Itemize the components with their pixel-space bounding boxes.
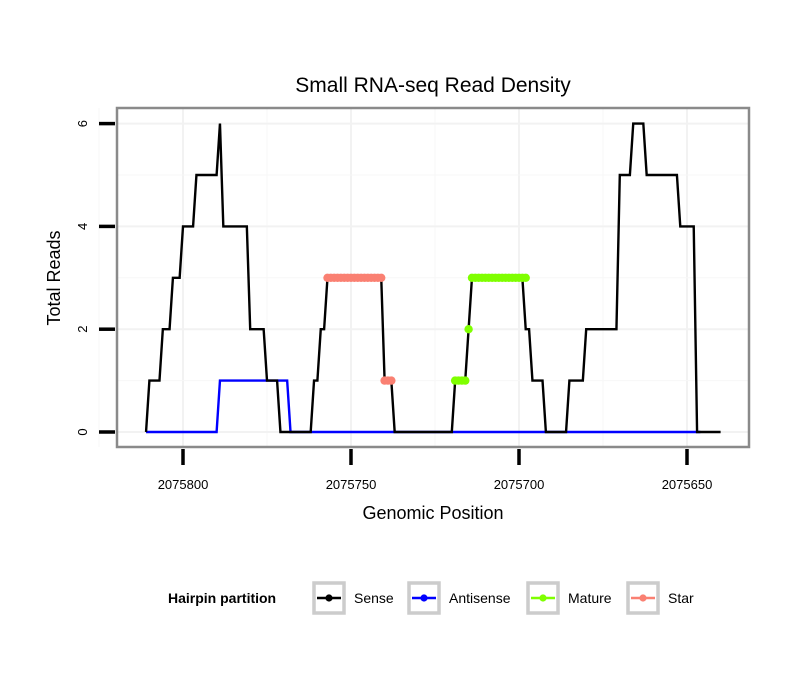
legend-label: Mature — [568, 590, 612, 606]
legend-label: Sense — [354, 590, 394, 606]
panel-border — [115, 106, 751, 449]
legend-entry-mature: Mature — [526, 581, 612, 615]
x-axis-title: Genomic Position — [362, 503, 503, 523]
legend-entry-antisense: Antisense — [407, 581, 511, 615]
y-ticks: 0 2 4 6 — [75, 120, 115, 436]
y-axis: 0 2 4 6 Total Reads — [44, 120, 115, 436]
x-tick-label: 2075700 — [494, 477, 545, 492]
y-tick-label: 6 — [75, 120, 90, 127]
data-point-star — [387, 376, 396, 385]
x-tick-label: 2075750 — [326, 477, 377, 492]
legend-key-point — [325, 594, 333, 602]
x-axis: 2075800 2075750 2075700 2075650 Genomic Pos… — [158, 449, 713, 523]
legend-key-point — [420, 594, 428, 602]
y-tick-label: 2 — [75, 326, 90, 333]
y-tick-label: 4 — [75, 223, 90, 230]
legend-entries: Sense Antisense Mature Star — [312, 581, 694, 615]
data-point-mature — [521, 273, 530, 282]
y-axis-title: Total Reads — [44, 230, 64, 325]
legend-title: Hairpin partition — [168, 590, 276, 606]
data-point-star — [377, 273, 386, 282]
legend-label: Star — [668, 590, 694, 606]
legend-entry-sense: Sense — [312, 581, 394, 615]
x-tick-label: 2075800 — [158, 477, 209, 492]
legend-label: Antisense — [449, 590, 511, 606]
legend-key-point — [639, 594, 647, 602]
data-point-mature — [461, 376, 470, 385]
x-tick-label: 2075650 — [662, 477, 713, 492]
data-point-mature — [464, 325, 473, 334]
series-points — [323, 273, 530, 385]
series-line-sense — [144, 122, 721, 434]
y-tick-label: 0 — [75, 428, 90, 435]
legend: Hairpin partition Sense Antisense Mature St… — [168, 581, 694, 615]
series-points-star — [323, 273, 396, 385]
x-ticks: 2075800 2075750 2075700 2075650 — [158, 449, 713, 492]
chart-title: Small RNA-seq Read Density — [295, 74, 571, 97]
legend-entry-star: Star — [626, 581, 694, 615]
legend-key-point — [539, 594, 547, 602]
plot-panel — [98, 106, 751, 449]
series-points-mature — [450, 273, 530, 385]
series-lines — [144, 122, 721, 434]
